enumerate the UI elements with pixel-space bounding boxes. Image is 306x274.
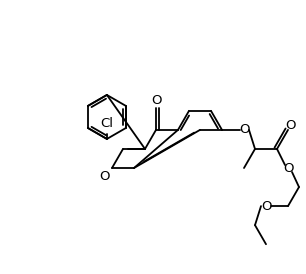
Text: Cl: Cl	[100, 118, 114, 130]
Text: O: O	[283, 161, 293, 175]
Text: O: O	[285, 119, 295, 132]
Text: O: O	[151, 95, 161, 107]
Text: O: O	[239, 123, 249, 136]
Text: O: O	[261, 199, 271, 213]
Text: O: O	[99, 170, 109, 182]
